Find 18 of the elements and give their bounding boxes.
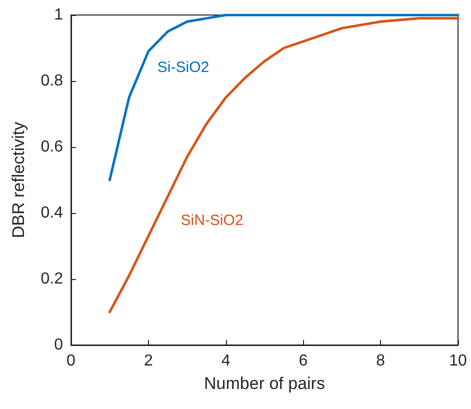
x-tick-label: 4 — [221, 352, 230, 370]
y-tick-label: 0 — [54, 336, 64, 354]
y-tick-label: 0.4 — [40, 204, 64, 222]
y-axis-title: DBR reflectivity — [9, 121, 28, 238]
x-tick-label: 8 — [376, 352, 386, 370]
x-tick-label: 2 — [144, 352, 153, 370]
y-tick-label: 1 — [54, 6, 64, 24]
line-series — [108, 14, 460, 182]
y-tick-label: 0.2 — [40, 270, 64, 288]
x-axis-title: Number of pairs — [204, 374, 325, 393]
x-tick-label: 10 — [449, 352, 467, 370]
y-tick-label: 0.6 — [40, 138, 64, 156]
series-label: Si-SiO2 — [157, 58, 210, 76]
x-tick-label: 0 — [66, 352, 76, 370]
series-label: SiN-SiO2 — [180, 212, 244, 229]
line-series — [108, 17, 460, 314]
x-tick-label: 6 — [298, 352, 308, 370]
y-tick-label: 0.8 — [40, 72, 64, 90]
